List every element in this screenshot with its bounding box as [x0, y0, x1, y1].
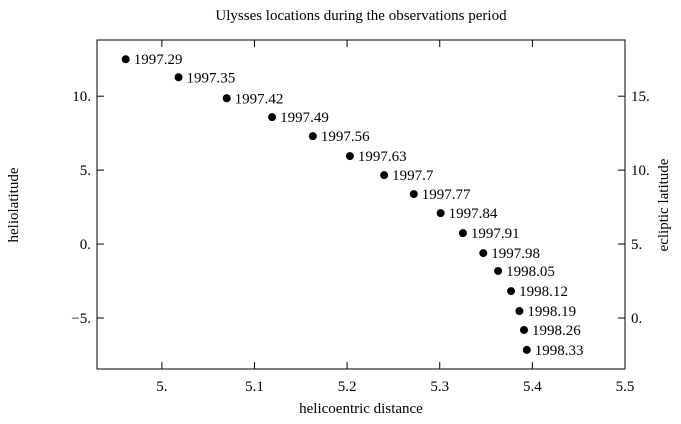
- point: [515, 307, 524, 316]
- point-label: 1997.49: [280, 110, 329, 126]
- point: [409, 190, 418, 199]
- point-label: 1997.84: [449, 206, 498, 222]
- y-tick-label: 0.: [80, 237, 91, 253]
- x-tick-label: 5.3: [430, 379, 449, 395]
- point: [436, 209, 445, 218]
- point-label: 1997.35: [187, 70, 236, 86]
- point: [308, 132, 317, 141]
- point-label: 1998.33: [535, 343, 584, 359]
- point: [268, 113, 277, 122]
- point: [174, 73, 183, 82]
- point: [222, 94, 231, 103]
- x-tick-label: 5.5: [616, 379, 635, 395]
- y2-tick-label: 10.: [631, 163, 650, 179]
- y-tick-label: 10.: [72, 89, 91, 105]
- x-tick-label: 5.2: [338, 379, 357, 395]
- plot-frame: [96, 39, 626, 370]
- point-label: 1998.26: [532, 323, 581, 339]
- point-label: 1997.63: [358, 149, 407, 165]
- x-tick-label: 5.: [156, 379, 167, 395]
- y2-tick-label: 0.: [631, 311, 642, 327]
- y-axis-label: heliolatitude: [6, 167, 22, 242]
- chart-title: Ulysses locations during the observation…: [215, 8, 507, 24]
- point: [494, 266, 503, 275]
- point-label: 1997.56: [321, 129, 370, 145]
- y2-axis-label: ecliptic latitude: [656, 158, 672, 251]
- x-axis-label: helicoentric distance: [299, 401, 423, 417]
- point-label: 1997.29: [134, 52, 183, 68]
- point-label: 1998.19: [527, 304, 576, 320]
- point: [121, 55, 130, 64]
- y2-tick-label: 15.: [631, 89, 650, 105]
- y2-tick-label: 5.: [631, 237, 642, 253]
- point: [507, 287, 516, 296]
- point-label: 1997.77: [422, 187, 471, 203]
- point: [380, 171, 389, 180]
- y-tick-label: 5.: [80, 163, 91, 179]
- point-label: 1997.91: [471, 226, 520, 242]
- x-tick-label: 5.4: [523, 379, 542, 395]
- point-label: 1998.05: [506, 264, 555, 280]
- point: [479, 249, 488, 258]
- y-tick-label: −5.: [71, 311, 91, 327]
- point-label: 1997.98: [491, 246, 540, 262]
- point: [345, 152, 354, 161]
- point-label: 1998.12: [519, 284, 568, 300]
- point: [458, 229, 467, 238]
- point-label: 1997.7: [392, 168, 434, 184]
- point: [522, 345, 531, 354]
- point-label: 1997.42: [235, 91, 284, 107]
- x-tick-label: 5.1: [245, 379, 264, 395]
- point: [520, 325, 529, 334]
